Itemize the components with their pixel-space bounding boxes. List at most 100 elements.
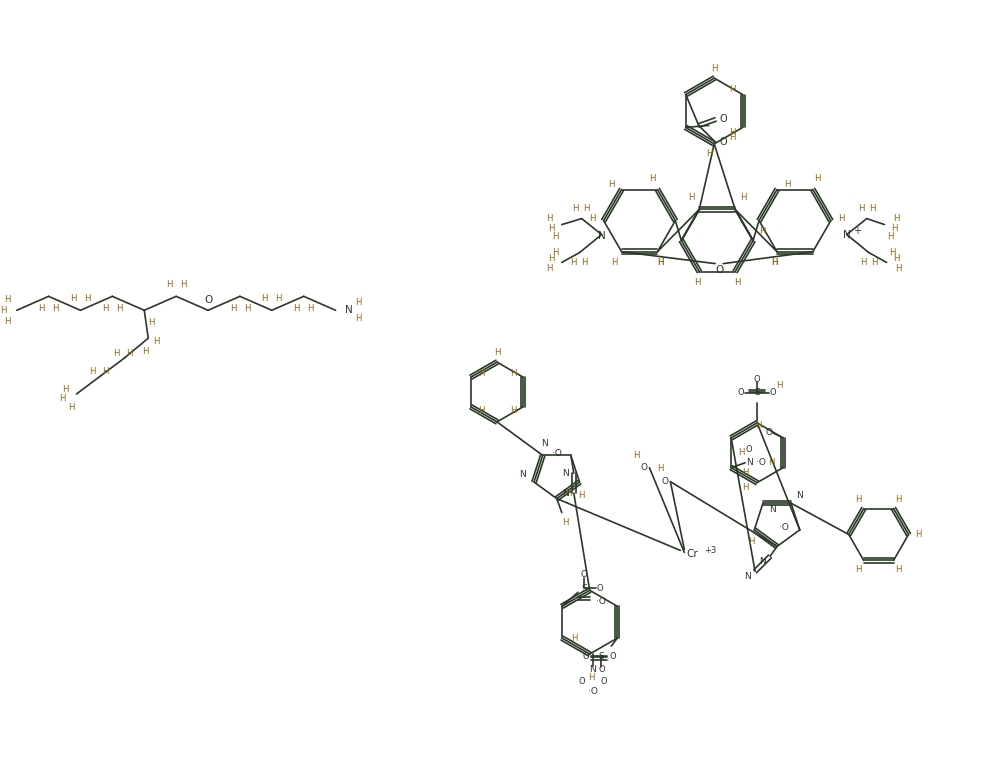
Text: H: H xyxy=(509,406,516,416)
Text: H: H xyxy=(855,565,861,574)
Text: H: H xyxy=(688,193,694,202)
Text: H: H xyxy=(838,215,844,223)
Text: H: H xyxy=(758,227,764,236)
Text: N: N xyxy=(842,229,850,239)
Text: H: H xyxy=(293,303,299,313)
Text: H: H xyxy=(565,489,572,498)
Text: O: O xyxy=(578,678,584,686)
Text: H: H xyxy=(570,258,577,267)
Text: H: H xyxy=(180,280,186,289)
Text: H: H xyxy=(632,452,639,460)
Text: H: H xyxy=(860,258,866,267)
Text: O: O xyxy=(719,115,727,125)
Text: H: H xyxy=(355,298,362,307)
Text: H: H xyxy=(71,294,77,303)
Text: H: H xyxy=(5,317,11,326)
Text: H: H xyxy=(887,232,893,241)
Text: H: H xyxy=(1,306,7,315)
Text: H: H xyxy=(656,258,663,267)
Text: O: O xyxy=(661,477,668,486)
Text: H: H xyxy=(546,264,553,273)
Text: S: S xyxy=(753,388,759,398)
Text: H: H xyxy=(116,303,122,313)
Text: H: H xyxy=(893,254,899,263)
Text: ·O: ·O xyxy=(755,458,765,467)
Text: N: N xyxy=(743,572,749,581)
Text: H: H xyxy=(102,303,108,313)
Text: H: H xyxy=(244,303,249,313)
Text: H: H xyxy=(738,448,744,457)
Text: H: H xyxy=(747,537,753,546)
Text: H: H xyxy=(754,421,760,431)
Text: H: H xyxy=(770,258,776,267)
Text: H: H xyxy=(858,204,864,213)
Text: H: H xyxy=(275,294,281,303)
Text: N: N xyxy=(541,439,548,448)
Text: N: N xyxy=(795,491,801,500)
Text: H: H xyxy=(694,278,700,287)
Text: H: H xyxy=(307,303,313,313)
Text: H: H xyxy=(89,367,95,375)
Text: H: H xyxy=(148,317,154,327)
Text: H: H xyxy=(783,180,789,189)
Text: H: H xyxy=(102,367,108,375)
Text: H: H xyxy=(578,491,584,499)
Text: O: O xyxy=(738,388,744,398)
Text: H: H xyxy=(895,565,901,574)
Text: N: N xyxy=(562,489,569,498)
Text: N: N xyxy=(745,458,751,467)
Text: O: O xyxy=(753,374,759,384)
Text: H: H xyxy=(571,633,577,643)
Text: O: O xyxy=(764,428,771,438)
Text: H: H xyxy=(914,530,920,539)
Text: O: O xyxy=(204,296,212,305)
Text: H: H xyxy=(587,673,594,682)
Text: H: H xyxy=(729,133,736,142)
Text: H: H xyxy=(767,458,773,467)
Text: H: H xyxy=(656,464,663,473)
Text: H: H xyxy=(648,174,655,183)
Text: S: S xyxy=(580,583,586,593)
Text: ·O: ·O xyxy=(552,448,562,458)
Text: H: H xyxy=(711,64,717,73)
Text: H: H xyxy=(39,303,45,313)
Text: H: H xyxy=(607,180,614,189)
Text: N: N xyxy=(757,557,764,566)
Text: S: S xyxy=(597,651,603,661)
Text: O: O xyxy=(596,583,602,593)
Text: H: H xyxy=(734,278,740,287)
Text: N: N xyxy=(588,665,595,675)
Text: H: H xyxy=(126,349,132,358)
Text: H: H xyxy=(742,483,747,492)
Text: H: H xyxy=(230,303,236,313)
Text: N: N xyxy=(768,505,775,514)
Text: H: H xyxy=(60,395,66,403)
Text: H: H xyxy=(562,518,569,527)
Text: ·O: ·O xyxy=(595,597,605,606)
Text: H: H xyxy=(548,224,555,233)
Text: H: H xyxy=(113,349,119,358)
Text: H: H xyxy=(770,258,776,267)
Text: H: H xyxy=(477,369,484,378)
Text: ·O: ·O xyxy=(587,687,597,697)
Text: H: H xyxy=(706,149,712,158)
Text: H: H xyxy=(742,468,747,477)
Text: H: H xyxy=(166,280,172,289)
Text: N: N xyxy=(518,470,525,479)
Text: Cr: Cr xyxy=(686,549,698,559)
Text: H: H xyxy=(729,128,736,137)
Text: H: H xyxy=(5,295,11,304)
Text: ·O: ·O xyxy=(778,523,788,533)
Text: O: O xyxy=(746,445,751,454)
Text: H: H xyxy=(871,258,877,267)
Text: H: H xyxy=(869,204,875,213)
Text: H: H xyxy=(580,258,587,267)
Text: H: H xyxy=(261,294,267,303)
Text: H: H xyxy=(84,294,90,303)
Text: H: H xyxy=(142,346,148,356)
Text: H: H xyxy=(493,348,500,356)
Text: O: O xyxy=(719,137,727,147)
Text: H: H xyxy=(548,254,555,263)
Text: H: H xyxy=(775,381,781,389)
Text: H: H xyxy=(582,204,589,213)
